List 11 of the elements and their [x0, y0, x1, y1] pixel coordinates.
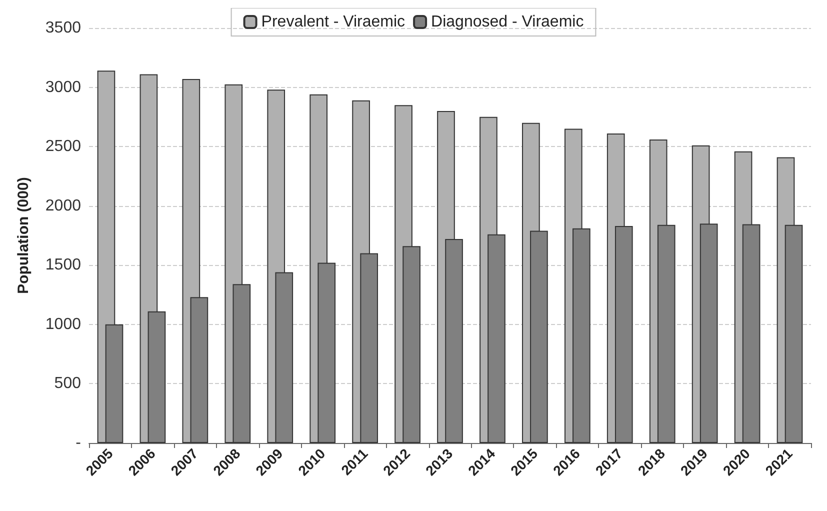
- y-axis-title: Population (000): [15, 177, 32, 294]
- y-tick-label: 1500: [45, 256, 82, 274]
- y-tick-label: 3000: [45, 78, 82, 96]
- y-tick-label: 3500: [45, 20, 82, 36]
- y-tick-label: 500: [54, 375, 82, 392]
- y-tick-label: -: [76, 434, 81, 452]
- y-tick-label: 2000: [45, 197, 82, 214]
- legend-label: Prevalent - Viraemic: [261, 14, 406, 30]
- y-tick-label: 1000: [45, 316, 82, 333]
- y-tick-label: 2500: [45, 138, 82, 156]
- legend-label: Diagnosed - Viraemic: [431, 14, 584, 30]
